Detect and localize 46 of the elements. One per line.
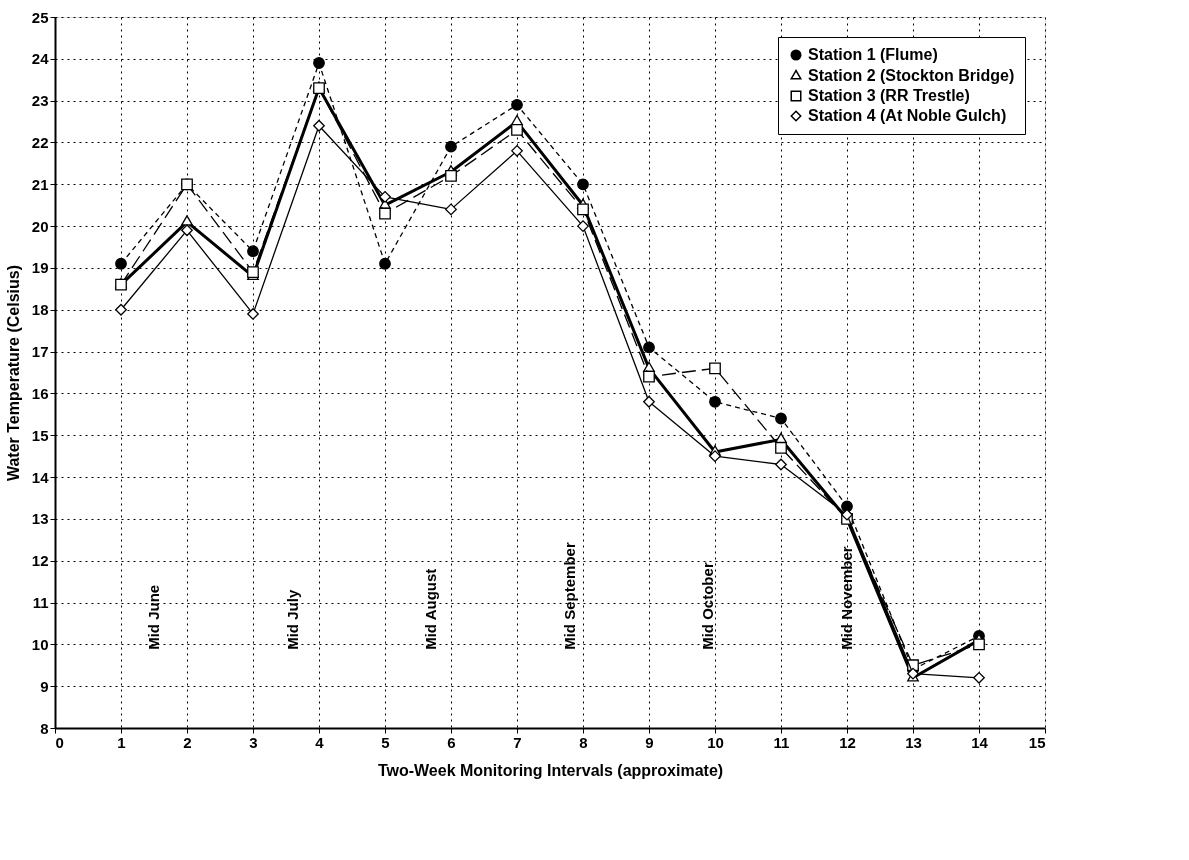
y-tick-label: 17 — [31, 343, 49, 361]
legend-label: Station 2 (Stockton Bridge) — [808, 67, 1015, 84]
legend-label: Station 4 (At Noble Gulch) — [808, 107, 1007, 124]
x-tick-label: 7 — [513, 733, 522, 751]
annotation: Mid June — [145, 584, 162, 650]
y-tick-label: 14 — [31, 468, 50, 486]
y-tick-label: 21 — [31, 175, 49, 193]
y-tick-label: 9 — [40, 677, 49, 695]
x-tick-label: 8 — [579, 733, 588, 751]
legend-label: Station 1 (Flume) — [808, 46, 938, 63]
y-tick-label: 18 — [31, 301, 49, 319]
y-axis-title: Water Temperature (Celsius) — [4, 264, 22, 482]
y-tick-label: 11 — [32, 594, 49, 612]
x-tick-label: 5 — [381, 733, 390, 751]
y-tick-label: 13 — [31, 510, 49, 528]
x-tick-label: 15 — [1028, 733, 1046, 751]
y-tick-label: 10 — [31, 635, 49, 653]
annotation: Mid October — [699, 562, 717, 650]
legend-label: Station 3 (RR Trestle) — [808, 87, 970, 104]
annotation: Mid November — [838, 546, 855, 650]
annotation: Mid August — [422, 568, 440, 650]
x-tick-label: 1 — [117, 733, 126, 751]
y-tick-label: 19 — [31, 259, 49, 277]
x-tick-label: 2 — [183, 733, 192, 751]
y-tick-label: 12 — [31, 552, 49, 570]
x-tick-label: 11 — [773, 733, 790, 751]
annotation: Mid July — [283, 589, 301, 650]
y-tick-label: 15 — [31, 426, 49, 444]
y-tick-label: 24 — [31, 50, 50, 68]
y-tick-label: 23 — [31, 92, 49, 110]
y-tick-label: 25 — [31, 8, 49, 26]
x-tick-label: 12 — [839, 733, 856, 751]
y-tick-label: 8 — [40, 719, 49, 737]
y-tick-label: 22 — [31, 133, 49, 151]
x-tick-label: 3 — [249, 733, 258, 751]
x-tick-label: 14 — [971, 733, 989, 751]
x-tick-label: 10 — [707, 733, 724, 751]
x-tick-label: 9 — [645, 733, 654, 751]
y-tick-label: 20 — [31, 217, 49, 235]
x-tick-label: 0 — [55, 733, 64, 751]
x-axis-title: Two-Week Monitoring Intervals (approximate) — [377, 761, 724, 779]
y-tick-label: 16 — [31, 384, 49, 402]
x-tick-label: 6 — [447, 733, 456, 751]
x-tick-label: 13 — [905, 733, 922, 751]
annotation: Mid September — [560, 542, 578, 650]
x-tick-label: 4 — [315, 733, 325, 751]
